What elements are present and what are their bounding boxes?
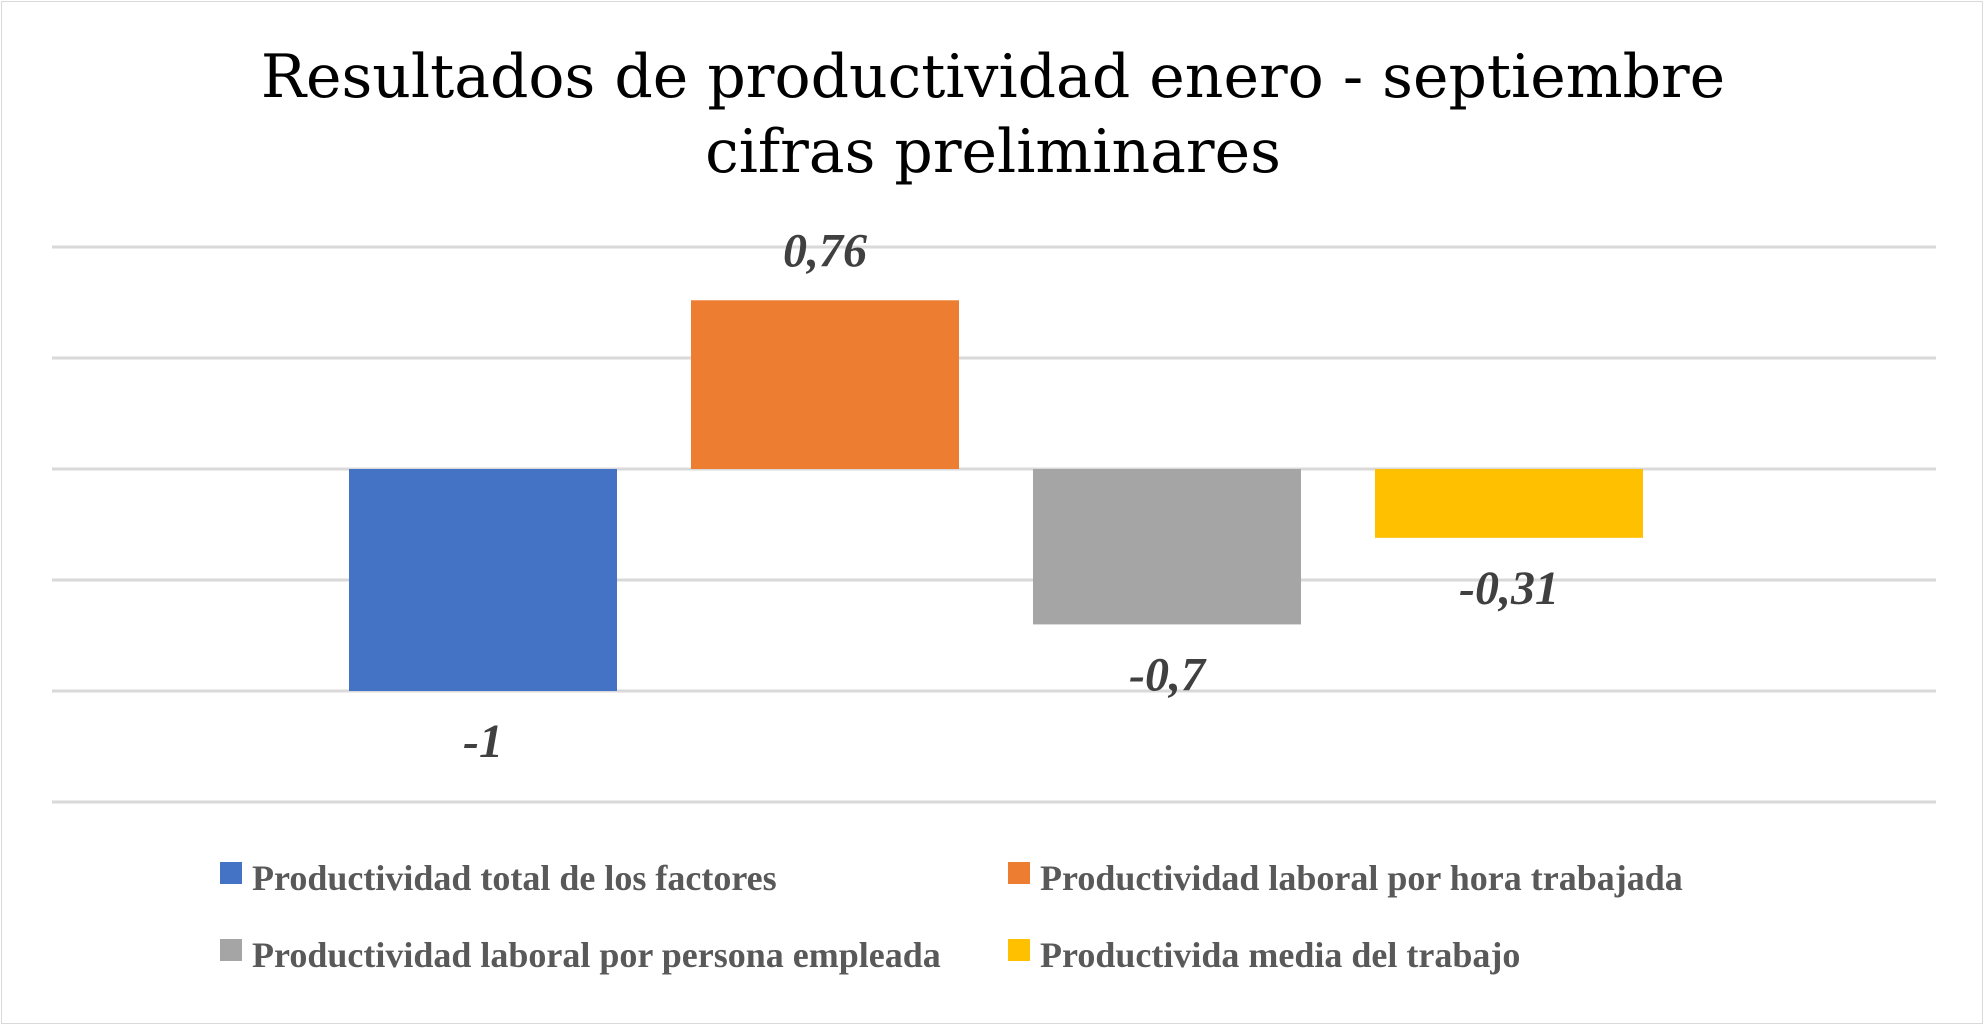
- data-label: -1: [463, 715, 503, 768]
- legend: Productividad total de los factores Produ…: [220, 858, 1683, 975]
- legend-swatch: [1008, 862, 1030, 884]
- bar: [1033, 469, 1301, 625]
- legend-label: Productivida media del trabajo: [1040, 935, 1520, 975]
- legend-label: Productividad laboral por persona emplea…: [252, 935, 941, 975]
- data-label: 0,76: [783, 224, 867, 277]
- bar: [349, 469, 617, 691]
- chart-subtitle: cifras preliminares: [705, 117, 1281, 187]
- bars: [349, 300, 1643, 691]
- chart-title: Resultados de productividad enero - sept…: [261, 42, 1725, 112]
- bar: [1375, 469, 1643, 538]
- gridlines: [52, 245, 1936, 804]
- legend-label: Productividad total de los factores: [252, 858, 777, 898]
- legend-label: Productividad laboral por hora trabajada: [1040, 858, 1683, 898]
- legend-swatch: [220, 939, 242, 961]
- data-label: -0,31: [1459, 562, 1559, 615]
- data-labels: -1 0,76 -0,7 -0,31: [463, 224, 1559, 768]
- data-label: -0,7: [1129, 648, 1207, 701]
- legend-swatch: [1008, 939, 1030, 961]
- legend-swatch: [220, 862, 242, 884]
- bar: [691, 300, 959, 469]
